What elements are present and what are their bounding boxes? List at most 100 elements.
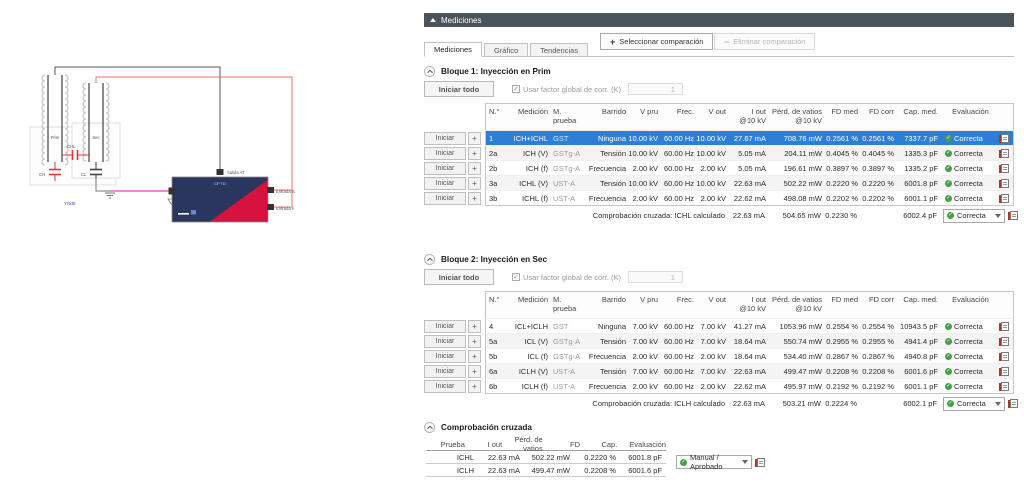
row-buttons: Iniciar +	[424, 319, 485, 334]
column-label: Cap. med.	[903, 295, 938, 304]
expand-row-button[interactable]: +	[468, 177, 481, 190]
comment-icon[interactable]	[999, 148, 1009, 158]
expand-row-button[interactable]: +	[468, 147, 481, 160]
tab-tendencias[interactable]: Tendencias	[530, 43, 589, 57]
expand-row-button[interactable]: +	[468, 132, 481, 145]
column-label: Cap. med.	[903, 107, 938, 116]
bloque-2-section: Bloque 2: Inyección en Sec Iniciar todo …	[424, 253, 1018, 413]
cell-n: 5a	[489, 336, 498, 346]
screen-terminal	[168, 187, 176, 195]
cell-frec: 60.00 Hz	[663, 148, 694, 158]
expand-row-button[interactable]: +	[468, 192, 481, 205]
row-cells: 2b ICH (f) GSTg-A Frecuencia 2.00 kV 60.00 Hz…	[485, 161, 1014, 176]
iniciar-button[interactable]: Iniciar	[424, 192, 466, 205]
measurement-row[interactable]: Iniciar +5b ICL (f) GSTg-A Frecuencia 2.00 kV…	[424, 349, 1014, 364]
iniciar-button[interactable]: Iniciar	[424, 335, 466, 348]
comment-icon[interactable]	[1008, 399, 1018, 408]
iniciar-button[interactable]: Iniciar	[424, 162, 466, 175]
comment-icon[interactable]	[999, 178, 1009, 188]
iniciar-button[interactable]: Iniciar	[424, 132, 466, 145]
status-ok-icon	[945, 164, 952, 172]
row-cells: 6b ICLH (f) UST-A Frecuencia 2.00 kV 60.00 Hz…	[485, 379, 1014, 394]
iniciar-todo-button[interactable]: Iniciar todo	[424, 269, 494, 285]
panel-collapse-bar[interactable]: Mediciones	[424, 13, 1014, 27]
cell-i-out: 5.05 mA	[738, 148, 766, 158]
cc-col-evaluacion: Evaluación	[629, 439, 666, 449]
measurement-row[interactable]: Iniciar +6a ICLH (V) UST-A Tensión 7.00 kV 60.…	[424, 364, 1014, 379]
status-ok-icon	[945, 382, 952, 390]
iniciar-button[interactable]: Iniciar	[424, 380, 466, 393]
cell-fd-corr: 0.2561 %	[862, 133, 894, 143]
iniciar-button[interactable]: Iniciar	[424, 365, 466, 378]
comment-icon[interactable]	[999, 163, 1009, 173]
cell-m-prueba: GSTg-A	[553, 336, 581, 346]
measurement-row[interactable]: Iniciar +3a ICHL (V) UST-A Tensión 10.00 kV 60…	[424, 176, 1014, 191]
column-label: M. prueba	[553, 107, 577, 125]
cell-m-prueba: UST-A	[553, 178, 576, 188]
measurement-row[interactable]: Iniciar +5a ICL (V) GSTg-A Tensión 7.00 kV 60.…	[424, 334, 1014, 349]
factor-input[interactable]	[627, 271, 683, 283]
evaluacion-dropdown[interactable]: Correcta	[943, 396, 1005, 411]
collapse-section-icon[interactable]	[424, 65, 435, 77]
measurement-row[interactable]: Iniciar +3b ICHL (f) UST-A Frecuencia 2.00 kV…	[424, 191, 1014, 206]
expand-row-button[interactable]: +	[468, 335, 481, 348]
cell-frec: 60.00 Hz	[663, 178, 694, 188]
comment-icon[interactable]	[999, 133, 1009, 143]
row-cells: 3b ICHL (f) UST-A Frecuencia 2.00 kV 60.00 Hz…	[485, 191, 1014, 206]
tab-mediciones[interactable]: Mediciones	[424, 42, 482, 57]
measurement-row[interactable]: Iniciar +2a ICH (V) GSTg-A Tensión 10.00 kV 60…	[424, 146, 1014, 161]
comment-icon[interactable]	[755, 457, 765, 467]
entrada-b-label: Entrada B	[276, 189, 295, 194]
collapse-section-icon[interactable]	[424, 421, 435, 433]
capacitance-ch	[49, 162, 61, 181]
remove-comparison-button[interactable]: − Eliminar comparación	[714, 33, 816, 50]
factor-checkbox[interactable]	[512, 85, 520, 93]
tab-grafico[interactable]: Gráfico	[483, 43, 529, 57]
cross-check-row: ICLH 22.63 mA 499.47 mW 0.2208 % 6001.6 …	[426, 464, 666, 477]
comment-icon[interactable]	[999, 336, 1009, 346]
measurement-row[interactable]: Iniciar +6b ICLH (f) UST-A Frecuencia 2.00 kV…	[424, 379, 1014, 394]
measurement-row[interactable]: Iniciar +2b ICH (f) GSTg-A Frecuencia 2.00 kV…	[424, 161, 1014, 176]
comment-icon[interactable]	[999, 351, 1009, 361]
measurement-row[interactable]: Iniciar +1 ICH+ICHL GST Ninguna 10.00 kV 60.00…	[424, 131, 1014, 146]
comment-icon[interactable]	[999, 366, 1009, 376]
comment-icon[interactable]	[1008, 211, 1018, 220]
summary-fd-med: 0.2230 %	[825, 211, 857, 220]
expand-row-button[interactable]: +	[468, 350, 481, 363]
factor-input[interactable]	[627, 83, 683, 95]
expand-row-button[interactable]: +	[468, 365, 481, 378]
expand-row-button[interactable]: +	[468, 380, 481, 393]
cell-comment	[996, 351, 1013, 361]
comment-icon[interactable]	[999, 381, 1009, 391]
cc-col-cap: Cap.	[601, 439, 618, 449]
iniciar-button[interactable]: Iniciar	[424, 147, 466, 160]
iniciar-button[interactable]: Iniciar	[424, 177, 466, 190]
cell-i-out: 22.62 mA	[733, 193, 766, 203]
expand-row-button[interactable]: +	[468, 162, 481, 175]
summary-cap-med: 6002.4 pF	[903, 211, 937, 220]
iniciar-button[interactable]: Iniciar	[424, 350, 466, 363]
row-buttons: Iniciar +	[424, 379, 485, 394]
evaluacion-dropdown[interactable]: Manual / Aprobado	[676, 453, 752, 471]
cell-comment	[996, 381, 1013, 391]
cell-perd: 196.61 mW	[783, 163, 822, 173]
summary-label: Comprobación cruzada: ICHL calculado	[592, 211, 725, 220]
select-comparison-button[interactable]: + Seleccionar comparación	[600, 33, 714, 50]
cell-i-out: 18.64 mA	[733, 336, 766, 346]
plus-icon: +	[610, 36, 616, 47]
comment-icon[interactable]	[999, 321, 1009, 331]
factor-checkbox[interactable]	[512, 273, 520, 281]
column-header: FD med	[824, 295, 860, 304]
iniciar-button[interactable]: Iniciar	[424, 320, 466, 333]
expand-row-button[interactable]: +	[468, 320, 481, 333]
collapse-section-icon[interactable]	[424, 253, 435, 265]
measurement-row[interactable]: Iniciar +4 ICL+ICLH GST Ninguna 7.00 kV 60.00 …	[424, 319, 1014, 334]
cell-frec: 60.00 Hz	[663, 381, 694, 391]
transformer-windings	[41, 74, 110, 166]
comment-icon[interactable]	[999, 193, 1009, 203]
hv-wire	[54, 66, 221, 170]
summary-row: Comprobación cruzada: ICHL calculado 22.…	[485, 206, 1018, 225]
status-ok-icon	[945, 367, 952, 375]
evaluacion-dropdown[interactable]: Correcta	[943, 208, 1005, 223]
iniciar-todo-button[interactable]: Iniciar todo	[424, 81, 494, 97]
